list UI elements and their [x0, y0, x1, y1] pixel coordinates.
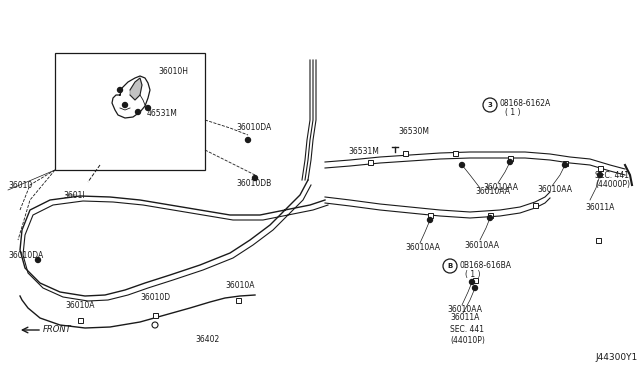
- Circle shape: [470, 279, 474, 285]
- Text: 36530M: 36530M: [398, 128, 429, 137]
- Text: 36010: 36010: [8, 180, 32, 189]
- Text: 08168-6162A: 08168-6162A: [500, 99, 551, 108]
- Circle shape: [35, 257, 40, 263]
- Text: 0B168-616BA: 0B168-616BA: [460, 262, 512, 270]
- Text: (44000P): (44000P): [595, 180, 630, 189]
- Circle shape: [443, 259, 457, 273]
- Text: 36010DA: 36010DA: [8, 250, 44, 260]
- Text: 36531M: 36531M: [348, 148, 379, 157]
- Bar: [563, 160, 568, 166]
- Bar: [595, 237, 600, 243]
- Text: 36010AA: 36010AA: [447, 305, 482, 314]
- Circle shape: [598, 173, 602, 177]
- Bar: [488, 212, 493, 218]
- Circle shape: [563, 163, 568, 167]
- Circle shape: [152, 322, 158, 328]
- Bar: [472, 278, 477, 282]
- Text: SEC. 441: SEC. 441: [595, 170, 629, 180]
- Circle shape: [488, 215, 493, 221]
- Text: 36011A: 36011A: [585, 202, 614, 212]
- Text: FRONT: FRONT: [43, 326, 72, 334]
- Text: 36402: 36402: [195, 336, 220, 344]
- Bar: [452, 151, 458, 155]
- Bar: [77, 317, 83, 323]
- Bar: [403, 151, 408, 155]
- Text: 36010AA: 36010AA: [483, 183, 518, 192]
- Bar: [598, 166, 602, 170]
- Text: 36010H: 36010H: [158, 67, 188, 77]
- Text: 36010AA: 36010AA: [475, 187, 510, 196]
- Bar: [55, 53, 205, 170]
- Text: 36010A: 36010A: [225, 280, 255, 289]
- Polygon shape: [130, 78, 142, 100]
- Text: 46531M: 46531M: [147, 109, 178, 118]
- Circle shape: [136, 109, 141, 115]
- Text: ( 1 ): ( 1 ): [505, 108, 520, 116]
- Text: 3: 3: [488, 102, 492, 108]
- Circle shape: [122, 103, 127, 108]
- Text: 36010A: 36010A: [65, 301, 95, 310]
- Circle shape: [428, 218, 433, 222]
- Text: SEC. 441: SEC. 441: [450, 326, 484, 334]
- Text: 36011A: 36011A: [450, 314, 479, 323]
- Circle shape: [460, 163, 465, 167]
- Text: 36010D: 36010D: [140, 294, 170, 302]
- Text: 3601I: 3601I: [63, 190, 84, 199]
- Circle shape: [508, 160, 513, 164]
- Circle shape: [246, 138, 250, 142]
- Text: J44300Y1: J44300Y1: [595, 353, 637, 362]
- Text: (44010P): (44010P): [450, 336, 485, 344]
- Circle shape: [118, 87, 122, 93]
- Text: 36010AA: 36010AA: [464, 241, 499, 250]
- Circle shape: [253, 176, 257, 180]
- Circle shape: [472, 285, 477, 291]
- Bar: [236, 298, 241, 302]
- Text: B: B: [447, 263, 452, 269]
- Bar: [508, 155, 513, 160]
- Text: 36010AA: 36010AA: [405, 243, 440, 251]
- Circle shape: [483, 98, 497, 112]
- Bar: [367, 160, 372, 164]
- Text: 36010DA: 36010DA: [236, 124, 271, 132]
- Bar: [428, 212, 433, 218]
- Circle shape: [145, 106, 150, 110]
- Text: 36010AA: 36010AA: [537, 186, 572, 195]
- Bar: [532, 202, 538, 208]
- Text: ( 1 ): ( 1 ): [465, 270, 481, 279]
- Bar: [152, 312, 157, 317]
- Text: 36010DB: 36010DB: [236, 179, 271, 187]
